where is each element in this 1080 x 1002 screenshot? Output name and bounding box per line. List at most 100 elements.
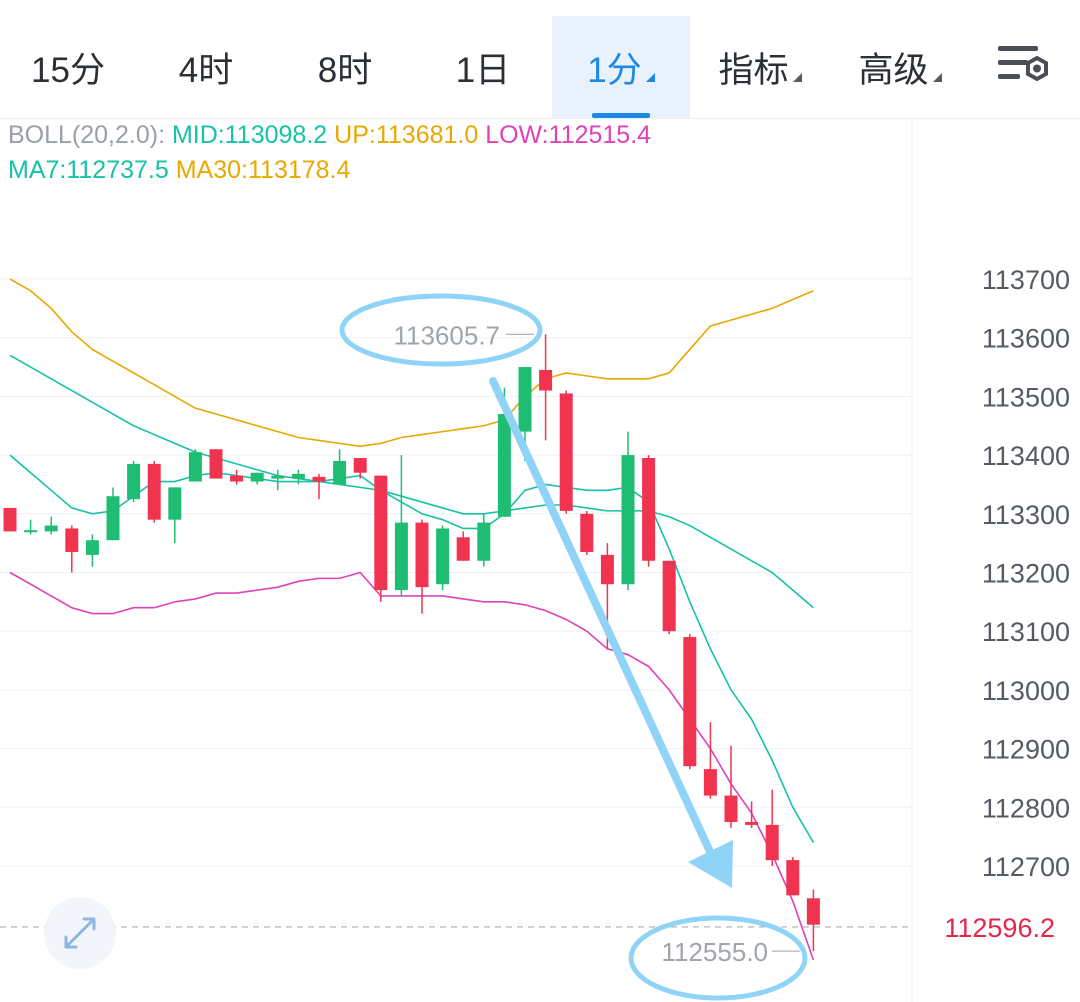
tab-15min[interactable]: 15分 <box>0 16 136 118</box>
boll-mid-value: MID:113098.2 <box>171 121 328 149</box>
tab-indicators[interactable]: 指标 <box>690 16 830 118</box>
candle <box>662 560 676 635</box>
candle-body <box>127 463 141 500</box>
candle <box>724 745 738 828</box>
candle <box>703 722 717 799</box>
candle-body <box>65 528 79 552</box>
candle-body <box>333 460 347 485</box>
candle-body <box>374 475 388 591</box>
candle-body <box>539 369 553 391</box>
tab-label: 高级 <box>858 50 929 90</box>
candle-body <box>436 528 450 585</box>
candle-body <box>518 367 532 432</box>
candle-body <box>230 475 244 482</box>
candle-body <box>456 537 470 561</box>
expand-icon <box>64 917 96 949</box>
candle-body <box>683 637 697 767</box>
candle <box>271 469 285 491</box>
candle <box>209 449 223 479</box>
y-tick-label: 112800 <box>982 793 1070 823</box>
y-tick-label: 113500 <box>982 382 1070 412</box>
tab-1min[interactable]: 1分 <box>552 16 690 118</box>
candle <box>106 487 120 541</box>
candle-body <box>271 475 285 479</box>
candle-body <box>44 525 58 532</box>
annotation-circle-low <box>628 915 808 1001</box>
candle <box>168 487 182 544</box>
tab-label: 1日 <box>455 50 511 90</box>
dropdown-triangle-icon <box>645 72 655 82</box>
y-tick-label: 113000 <box>982 676 1070 706</box>
candle <box>353 458 367 479</box>
candle <box>44 516 58 535</box>
candle-body <box>24 530 38 533</box>
tab-1d[interactable]: 1日 <box>414 16 552 118</box>
candle-body <box>786 860 800 896</box>
candle-body <box>85 540 99 555</box>
y-tick-label: 112900 <box>982 735 1070 765</box>
chart-settings-icon[interactable] <box>995 40 1051 90</box>
tab-8h[interactable]: 8时 <box>276 16 414 118</box>
candle <box>415 519 429 614</box>
candle-body <box>745 821 759 825</box>
candle <box>539 334 553 441</box>
annotation-arrow-shaft <box>489 377 716 860</box>
candle-body <box>703 769 717 796</box>
dropdown-triangle-icon <box>932 72 942 82</box>
candle <box>436 525 450 591</box>
candle <box>394 455 408 596</box>
tab-4h[interactable]: 4时 <box>136 16 276 118</box>
candle-body <box>497 414 511 517</box>
candle <box>230 469 244 485</box>
candle <box>312 473 326 500</box>
ma-legend: MA7:112737.5 MA30:113178.4 <box>8 156 350 185</box>
candle <box>745 801 759 828</box>
dropdown-triangle-icon <box>792 72 802 82</box>
candle-body <box>394 522 408 591</box>
y-tick-label: 112700 <box>982 852 1070 882</box>
candle-body <box>600 554 614 585</box>
candle <box>127 460 141 503</box>
candle-body <box>353 458 367 473</box>
candle <box>642 455 656 567</box>
candle <box>291 469 305 485</box>
candle-body <box>642 458 656 561</box>
candle-body <box>415 522 429 588</box>
timeframe-tab-bar: 15分 4时 8时 1日 1分 指标 高级 <box>0 0 1080 119</box>
boll-label: BOLL(20,2.0): <box>8 121 166 149</box>
candle-body <box>765 824 779 861</box>
boll-lower-line <box>9 571 815 961</box>
tab-advanced[interactable]: 高级 <box>830 16 970 118</box>
candle-body <box>147 463 161 520</box>
annotation-arrowhead-icon <box>688 840 733 888</box>
fullscreen-button[interactable] <box>44 897 116 969</box>
y-tick-label: 113300 <box>982 500 1070 530</box>
candle <box>374 475 388 602</box>
candle-body <box>3 507 17 532</box>
candle-body <box>168 487 182 520</box>
boll-mid-line <box>9 354 814 609</box>
tab-label: 15分 <box>31 50 105 90</box>
candle <box>477 513 491 567</box>
candle <box>559 390 573 514</box>
candle-body <box>291 473 305 479</box>
tab-label: 1分 <box>587 50 642 90</box>
candle-body <box>580 513 594 552</box>
ma7-value: MA7:112737.5 <box>8 156 169 184</box>
candle <box>24 519 38 535</box>
candle-body <box>312 476 326 482</box>
boll-up-value: UP:113681.0 <box>334 121 479 149</box>
candle <box>85 534 99 567</box>
candle-body <box>559 393 573 511</box>
candle-body <box>724 795 738 822</box>
candle-body <box>209 449 223 479</box>
tab-label: 8时 <box>317 50 373 90</box>
candle-body <box>806 898 820 925</box>
candle-body <box>621 455 635 585</box>
annotation-circle-high <box>339 293 543 367</box>
ma30-value: MA30:113178.4 <box>175 156 351 184</box>
candle <box>188 449 202 482</box>
candle <box>250 472 264 485</box>
